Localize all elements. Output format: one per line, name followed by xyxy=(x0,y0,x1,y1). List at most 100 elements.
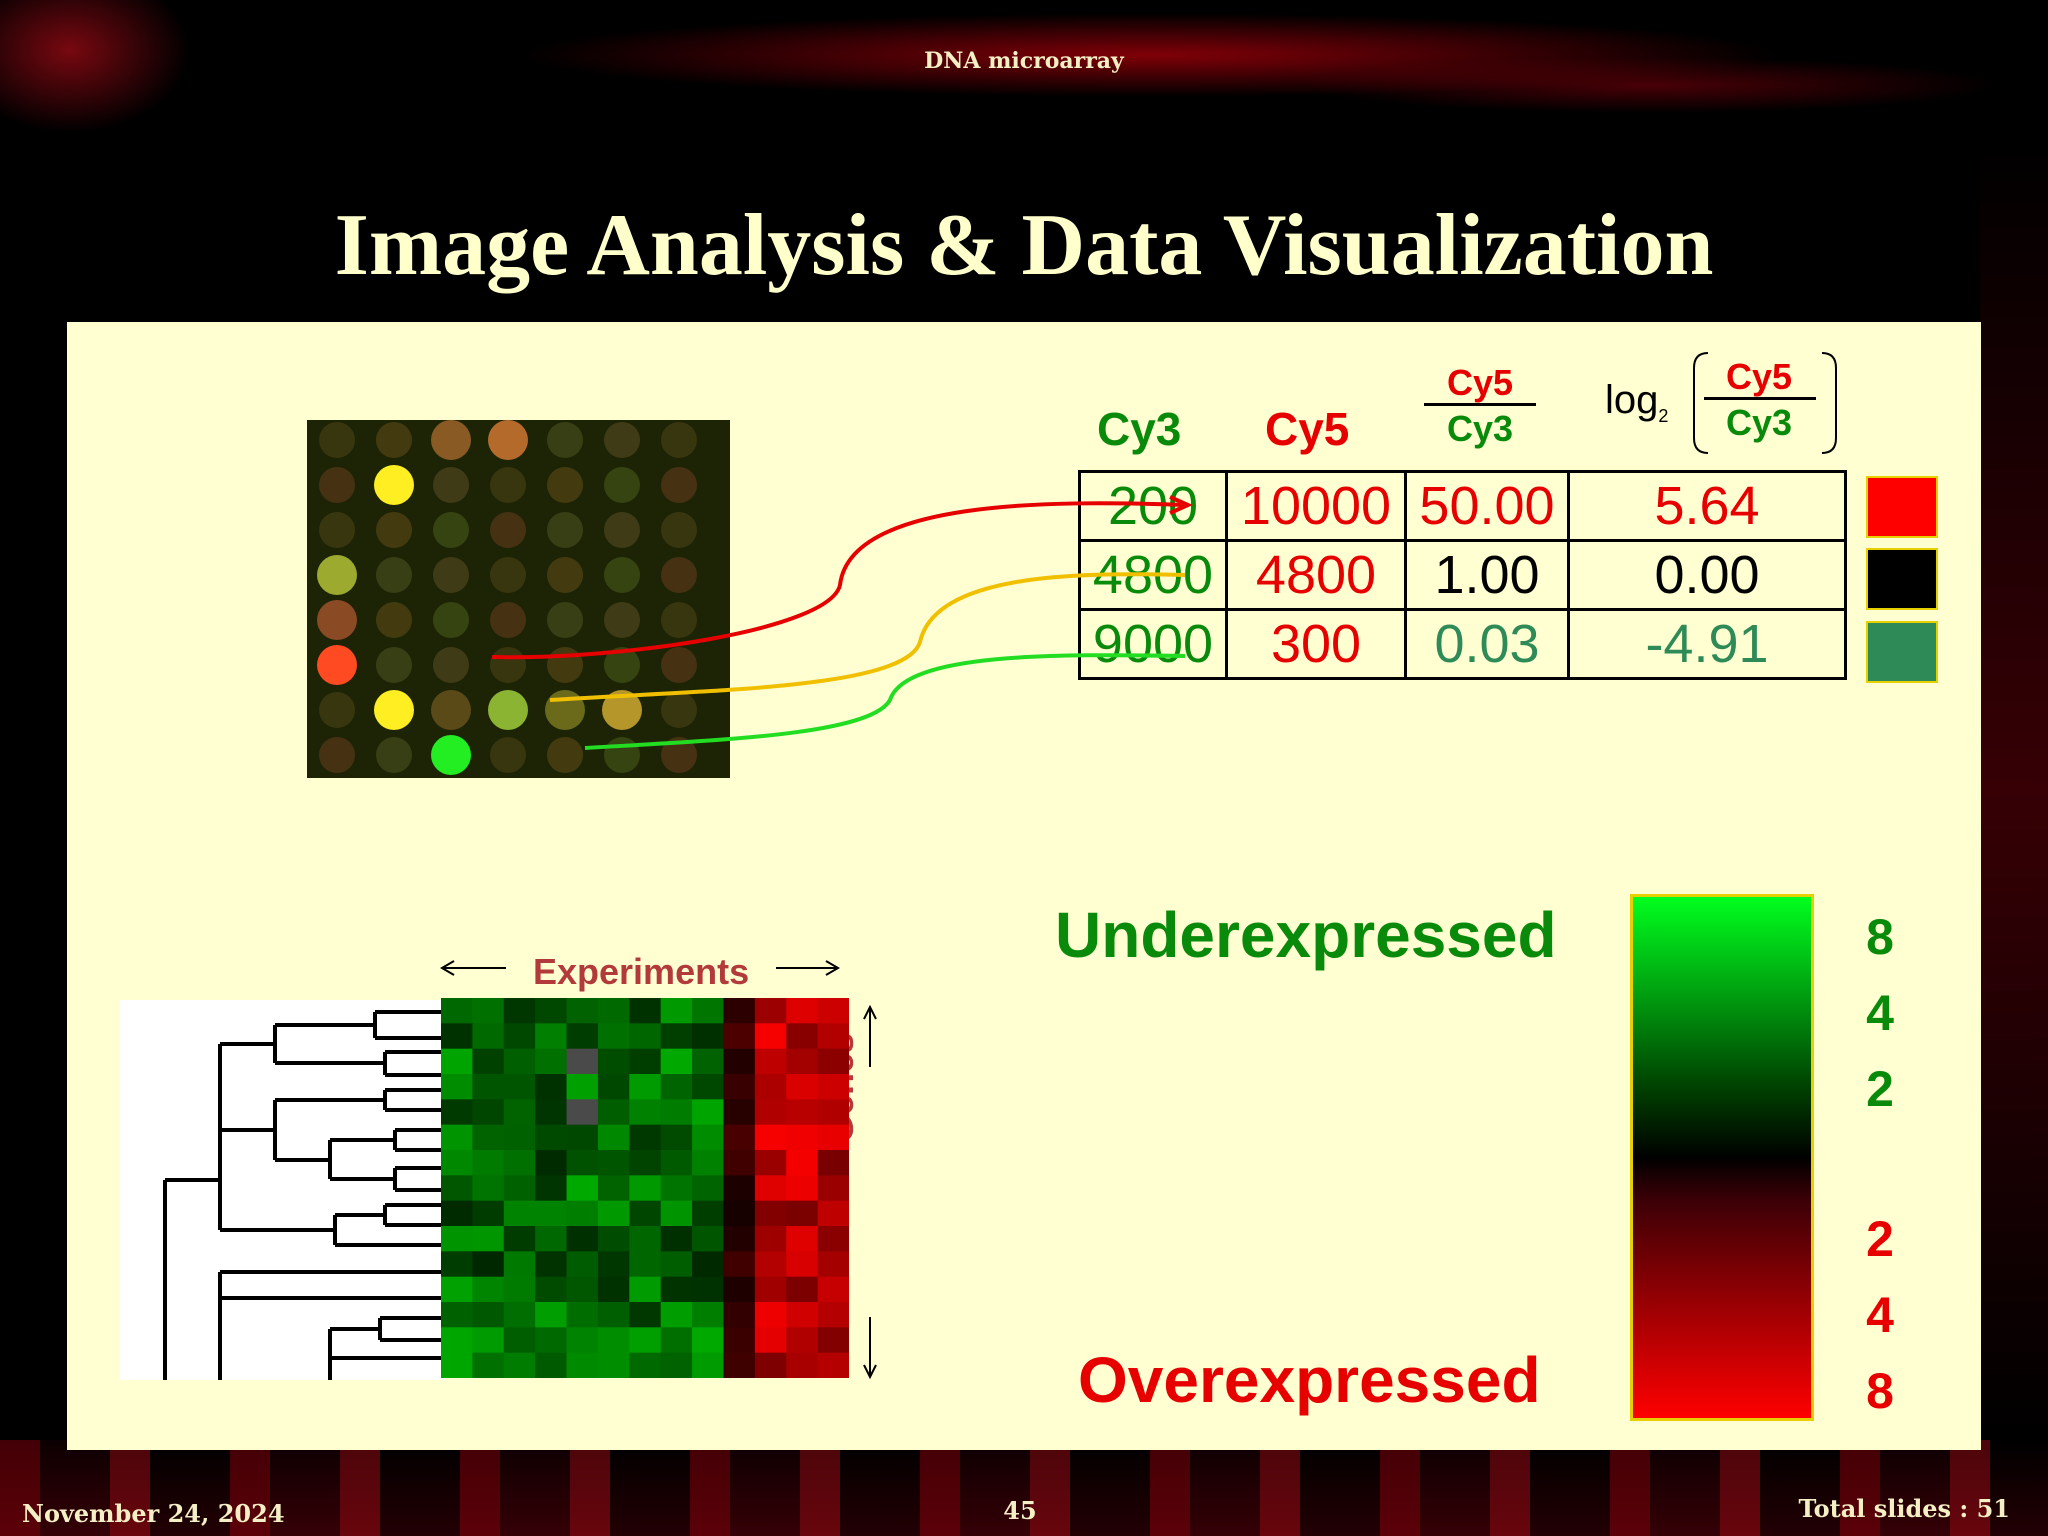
heatmap-cell xyxy=(754,1074,787,1100)
heatmap-cell xyxy=(503,1352,536,1378)
heatmap-cell xyxy=(503,1023,536,1050)
heatmap-cell xyxy=(503,1302,536,1328)
array-spot xyxy=(604,422,640,458)
heatmap-cell xyxy=(629,998,662,1024)
heatmap-cell xyxy=(472,1226,505,1252)
heatmap-cell xyxy=(566,1150,599,1176)
heatmap-cell xyxy=(472,1352,505,1378)
heatmap-cell xyxy=(754,1200,787,1227)
heatmap-cell xyxy=(629,1200,662,1227)
cell-cy3: 4800 xyxy=(1078,539,1228,611)
array-spot xyxy=(604,512,640,548)
heatmap-cell xyxy=(754,1352,787,1378)
log-text: log xyxy=(1605,378,1659,422)
heatmap-cell xyxy=(535,1327,568,1354)
heatmap-cell xyxy=(723,1048,756,1075)
table-row: 4800 4800 1.00 0.00 xyxy=(1078,539,1847,611)
heatmap-cell xyxy=(597,1175,630,1202)
scale-red-4: 4 xyxy=(1866,1287,1894,1343)
heatmap-cell xyxy=(660,1175,693,1202)
heatmap-cell xyxy=(566,1124,599,1151)
heatmap-cell xyxy=(723,1200,756,1227)
heatmap-cell xyxy=(535,1074,568,1100)
log-parentheses xyxy=(1693,352,1837,454)
footer-band xyxy=(0,1440,2048,1536)
heatmap-cell xyxy=(472,1276,505,1303)
heatmap-cell xyxy=(754,1099,787,1126)
heatmap-cell xyxy=(597,1251,630,1278)
heatmap-cell xyxy=(566,1048,599,1075)
heatmap-cell xyxy=(817,1023,849,1050)
array-spot xyxy=(661,467,697,503)
heatmap-cell xyxy=(817,1200,849,1227)
heatmap-cell xyxy=(629,1327,662,1354)
heatmap-cell xyxy=(629,1023,662,1050)
heatmap-cell xyxy=(660,1226,693,1252)
heatmap-cell xyxy=(535,1150,568,1176)
array-spot xyxy=(661,557,697,593)
array-spot xyxy=(661,512,697,548)
heatmap-cell xyxy=(566,1352,599,1378)
array-spot xyxy=(376,557,412,593)
heatmap-cell xyxy=(472,1124,505,1151)
heatmap-cell xyxy=(503,1150,536,1176)
heatmap-cell xyxy=(535,1023,568,1050)
heatmap-cell xyxy=(629,1074,662,1100)
array-spot xyxy=(490,467,526,503)
total-slides: Total slides : 51 xyxy=(1798,1494,2011,1523)
heatmap-cell xyxy=(441,1302,473,1328)
heatmap-cell xyxy=(566,1099,599,1126)
heatmap-cell xyxy=(786,1327,819,1354)
heatmap-cell xyxy=(786,1226,819,1252)
heatmap-cell xyxy=(535,1302,568,1328)
heatmap-cell xyxy=(754,1150,787,1176)
heatmap-cell xyxy=(597,1074,630,1100)
heatmap-cell xyxy=(503,1048,536,1075)
heatmap-cell xyxy=(660,1099,693,1126)
genes-axis-arrows xyxy=(863,1005,877,1380)
array-spot xyxy=(319,512,355,548)
heatmap-cell xyxy=(441,998,473,1024)
heatmap-cell xyxy=(441,1099,473,1126)
scale-red-2: 2 xyxy=(1866,1211,1894,1267)
array-spot xyxy=(661,602,697,638)
cell-ratio: 50.00 xyxy=(1404,470,1570,542)
cell-cy3: 200 xyxy=(1078,470,1228,542)
heatmap-cell xyxy=(597,1327,630,1354)
heatmap-cell xyxy=(754,1048,787,1075)
heatmap-cell xyxy=(503,1099,536,1126)
heatmap-cell xyxy=(692,1074,724,1100)
heatmap-cell xyxy=(472,998,505,1024)
array-spot xyxy=(604,467,640,503)
scale-red-8: 8 xyxy=(1866,1363,1894,1419)
heatmap-cell xyxy=(817,1175,849,1202)
heatmap-cell xyxy=(660,1048,693,1075)
array-spot xyxy=(433,512,469,548)
heatmap-cell xyxy=(692,1175,724,1202)
heatmap-cell xyxy=(692,1150,724,1176)
heatmap-cell xyxy=(817,1074,849,1100)
heatmap-cell xyxy=(629,1048,662,1075)
heatmap-cell xyxy=(441,1276,473,1303)
heatmap-cell xyxy=(566,1074,599,1100)
heatmap-cell xyxy=(629,1251,662,1278)
heatmap-cell xyxy=(535,1099,568,1126)
array-spot xyxy=(317,600,357,640)
array-spot xyxy=(433,557,469,593)
experiments-axis-arrows xyxy=(440,960,840,976)
table-row: 200 10000 50.00 5.64 xyxy=(1078,470,1847,542)
heatmap-cell xyxy=(723,1124,756,1151)
heatmap-cell xyxy=(503,1074,536,1100)
array-spot xyxy=(490,737,526,773)
heatmap-cell xyxy=(692,1099,724,1126)
heatmap-cell xyxy=(786,1074,819,1100)
heatmap-cell xyxy=(472,1023,505,1050)
cell-log: 5.64 xyxy=(1567,470,1847,542)
heatmap-cell xyxy=(597,1150,630,1176)
heatmap-cell xyxy=(692,1302,724,1328)
heatmap-cell xyxy=(629,1276,662,1303)
array-spot xyxy=(661,647,697,683)
header-band xyxy=(0,0,2048,140)
heatmap-cell xyxy=(692,1352,724,1378)
heatmap-cell xyxy=(723,1226,756,1252)
